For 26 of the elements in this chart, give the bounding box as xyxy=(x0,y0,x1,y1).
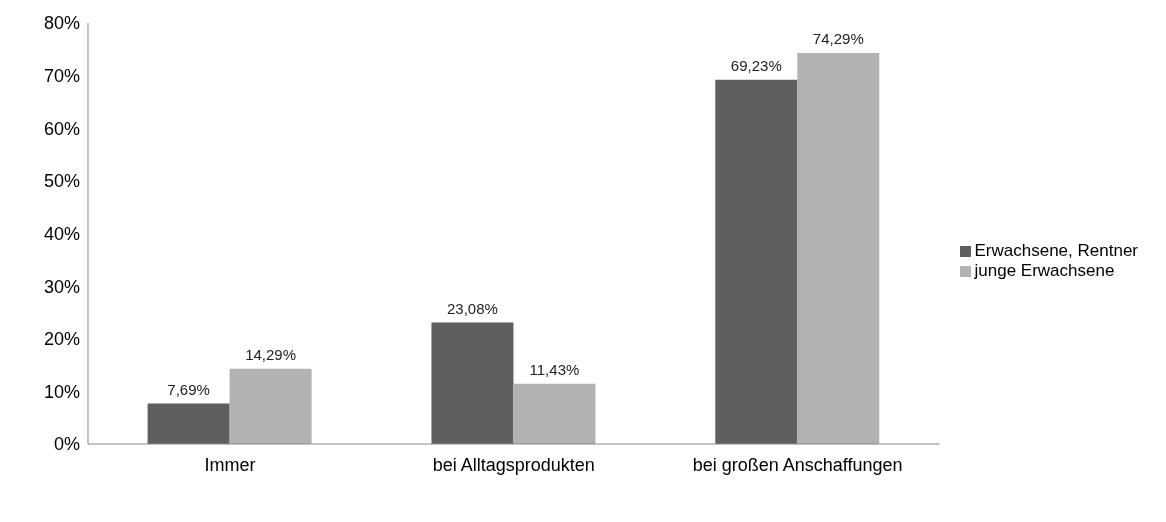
y-tick-label: 10% xyxy=(43,381,80,402)
data-label: 23,08% xyxy=(447,299,498,317)
bar xyxy=(797,53,880,444)
y-tick-label: 30% xyxy=(43,276,80,297)
legend-label: Erwachsene, Rentner xyxy=(974,241,1138,260)
y-tick-label: 0% xyxy=(53,434,80,455)
data-label: 74,29% xyxy=(812,30,864,48)
y-tick-label: 80% xyxy=(43,13,80,34)
y-tick-label: 40% xyxy=(43,223,80,244)
y-tick-label: 50% xyxy=(43,171,80,192)
bar xyxy=(715,79,798,444)
x-tick-label: bei Alltagsprodukten xyxy=(432,454,595,475)
legend-label: junge Erwachsene xyxy=(974,261,1115,280)
bar xyxy=(513,383,596,444)
data-label: 11,43% xyxy=(529,360,580,378)
data-label: 14,29% xyxy=(245,345,297,363)
x-tick-label: bei großen Anschaffungen xyxy=(692,454,903,475)
bar xyxy=(229,368,312,444)
bar xyxy=(147,403,230,444)
y-tick-label: 70% xyxy=(43,66,80,87)
data-label: 7,69% xyxy=(167,380,210,398)
x-tick-label: Immer xyxy=(204,454,256,475)
y-tick-label: 60% xyxy=(43,118,80,139)
data-label: 69,23% xyxy=(730,56,782,74)
bar xyxy=(431,322,514,444)
y-tick-label: 20% xyxy=(43,329,80,350)
